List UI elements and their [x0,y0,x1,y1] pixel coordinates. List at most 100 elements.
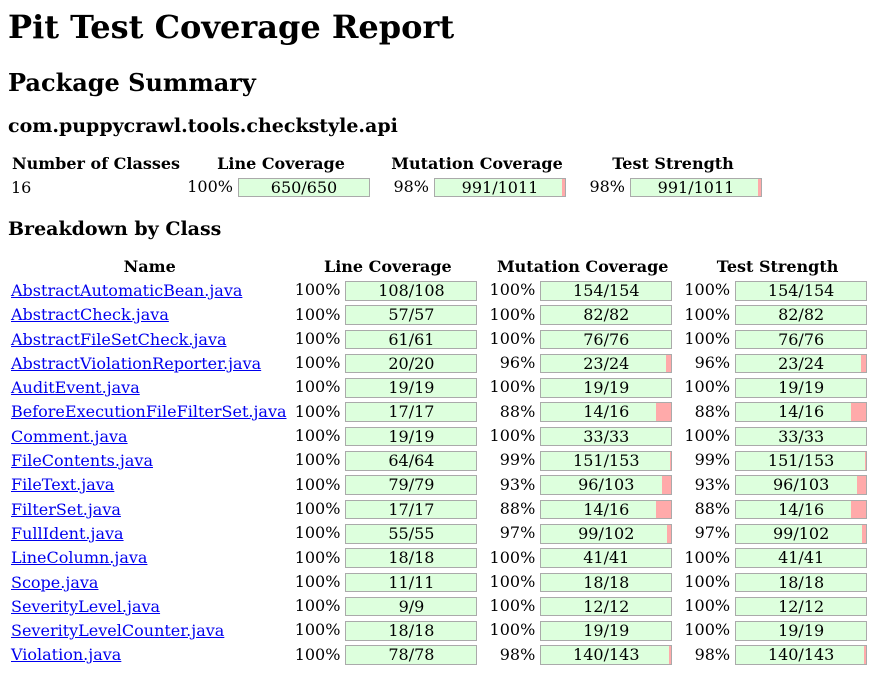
coverage-fraction: 991/1011 [657,177,735,197]
mutation-coverage-cell: 100% 76/76 [486,328,679,350]
class-link[interactable]: AbstractCheck.java [11,305,169,325]
coverage-bar: 154/154 [735,281,868,301]
coverage-fraction: 11/11 [388,572,435,592]
coverage-bar: 96/103 [735,475,868,495]
class-name-cell: BeforeExecutionFileFilterSet.java [10,401,289,423]
report-title: Pit Test Coverage Report [8,8,455,46]
coverage-fraction: 96/103 [772,475,830,495]
coverage-percent: 100% [294,620,341,640]
table-row: FilterSet.java 100% 17/17 88% 14/16 88% 14/… [10,498,874,520]
mutation-coverage-cell: 99% 151/153 [486,449,679,471]
coverage-bar: 14/16 [540,499,673,520]
coverage-percent: 96% [694,353,731,373]
coverage-bar-fill [541,427,672,446]
class-name-cell: Scope.java [10,571,289,593]
coverage-percent: 88% [499,401,536,421]
coverage-percent: 100% [294,474,341,494]
coverage-bar-fill [541,597,672,616]
class-link[interactable]: FilterSet.java [11,499,121,519]
coverage-bar: 19/19 [735,378,868,398]
line-coverage-cell: 100% 19/19 [291,425,484,447]
coverage-fraction: 19/19 [778,621,825,641]
coverage-fraction: 19/19 [388,426,435,446]
line-coverage-cell: 100% 61/61 [291,328,484,350]
mutation-coverage-cell: 100% 82/82 [486,304,679,326]
coverage-bar-fill [541,549,672,567]
coverage-bar: 14/16 [735,499,868,520]
coverage-bar-fill [736,282,867,300]
coverage-bar: 17/17 [345,402,478,423]
class-link[interactable]: Scope.java [11,572,99,592]
coverage-bar-fill [541,524,668,543]
summary-mutation-coverage-cell: 98% 991/1011 [380,176,574,198]
coverage-bar: 140/143 [735,645,868,666]
mutation-coverage-cell: 100% 154/154 [486,279,679,301]
coverage-percent: 100% [294,304,341,324]
coverage-bar-fill [736,476,858,494]
coverage-percent: 100% [489,547,536,567]
coverage-percent: 88% [694,498,731,518]
coverage-fraction: 23/24 [583,353,630,373]
class-link[interactable]: FileText.java [11,475,115,495]
class-link[interactable]: AbstractFileSetCheck.java [11,329,227,349]
coverage-fraction: 18/18 [388,621,435,641]
class-link[interactable]: FileContents.java [11,451,153,471]
table-row: Violation.java 100% 78/78 98% 140/143 98% 1… [10,644,874,666]
table-row: Scope.java 100% 11/11 100% 18/18 100% 18/18 [10,571,874,593]
coverage-fraction: 108/108 [378,281,445,300]
coverage-bar-fill [541,403,656,422]
coverage-fraction: 19/19 [778,378,825,398]
coverage-percent: 100% [489,426,536,446]
line-coverage-cell: 100% 64/64 [291,449,484,471]
table-row: FileContents.java 100% 64/64 99% 151/153 9… [10,449,874,471]
line-coverage-cell: 100% 20/20 [291,352,484,374]
coverage-bar-fill [736,549,867,567]
coverage-bar-fill [736,500,851,519]
coverage-bar-fill [346,403,477,422]
class-link[interactable]: FullIdent.java [11,523,124,543]
coverage-fraction: 19/19 [583,378,630,398]
test-strength-cell: 100% 12/12 [681,595,874,617]
line-coverage-cell: 100% 19/19 [291,376,484,398]
coverage-fraction: 76/76 [583,329,630,349]
coverage-fraction: 20/20 [388,353,435,373]
line-coverage-cell: 100% 17/17 [291,401,484,423]
class-link[interactable]: AbstractAutomaticBean.java [11,280,243,300]
coverage-bar: 76/76 [735,329,868,350]
coverage-percent: 100% [489,280,536,300]
class-link[interactable]: SeverityLevelCounter.java [11,621,225,641]
class-link[interactable]: Comment.java [11,426,128,446]
coverage-percent: 100% [294,644,341,664]
class-link[interactable]: BeforeExecutionFileFilterSet.java [11,402,287,422]
coverage-bar: 64/64 [345,451,478,471]
coverage-bar-fill [346,452,477,470]
table-row: LineColumn.java 100% 18/18 100% 41/41 100%… [10,547,874,569]
class-name-cell: FileContents.java [10,449,289,471]
mutation-coverage-cell: 100% 33/33 [486,425,679,447]
coverage-fraction: 140/143 [573,645,640,665]
line-coverage-cell: 100% 79/79 [291,474,484,496]
coverage-percent: 100% [684,620,731,640]
class-link[interactable]: Violation.java [11,645,122,665]
mutation-coverage-cell: 100% 19/19 [486,619,679,641]
coverage-bar-fill [346,427,477,446]
class-link[interactable]: AbstractViolationReporter.java [11,353,262,373]
class-link[interactable]: AuditEvent.java [11,378,140,398]
class-name-cell: SeverityLevelCounter.java [10,619,289,641]
coverage-fraction: 17/17 [388,499,435,519]
coverage-fraction: 18/18 [778,572,825,592]
class-link[interactable]: SeverityLevel.java [11,596,161,616]
coverage-bar-fill [346,524,477,543]
class-link[interactable]: LineColumn.java [11,548,148,568]
coverage-bar-fill [541,622,672,640]
coverage-bar-fill [736,379,867,397]
coverage-bar-fill [346,597,477,616]
coverage-percent: 100% [294,523,341,543]
class-name-cell: LineColumn.java [10,547,289,569]
test-strength-cell: 100% 41/41 [681,547,874,569]
table-row: FullIdent.java 100% 55/55 97% 99/102 97% 99… [10,522,874,544]
header-test-strength: Test Strength [716,257,839,277]
coverage-bar-fill [736,330,867,349]
coverage-bar-fill [541,476,663,494]
mutation-coverage-cell: 88% 14/16 [486,498,679,520]
